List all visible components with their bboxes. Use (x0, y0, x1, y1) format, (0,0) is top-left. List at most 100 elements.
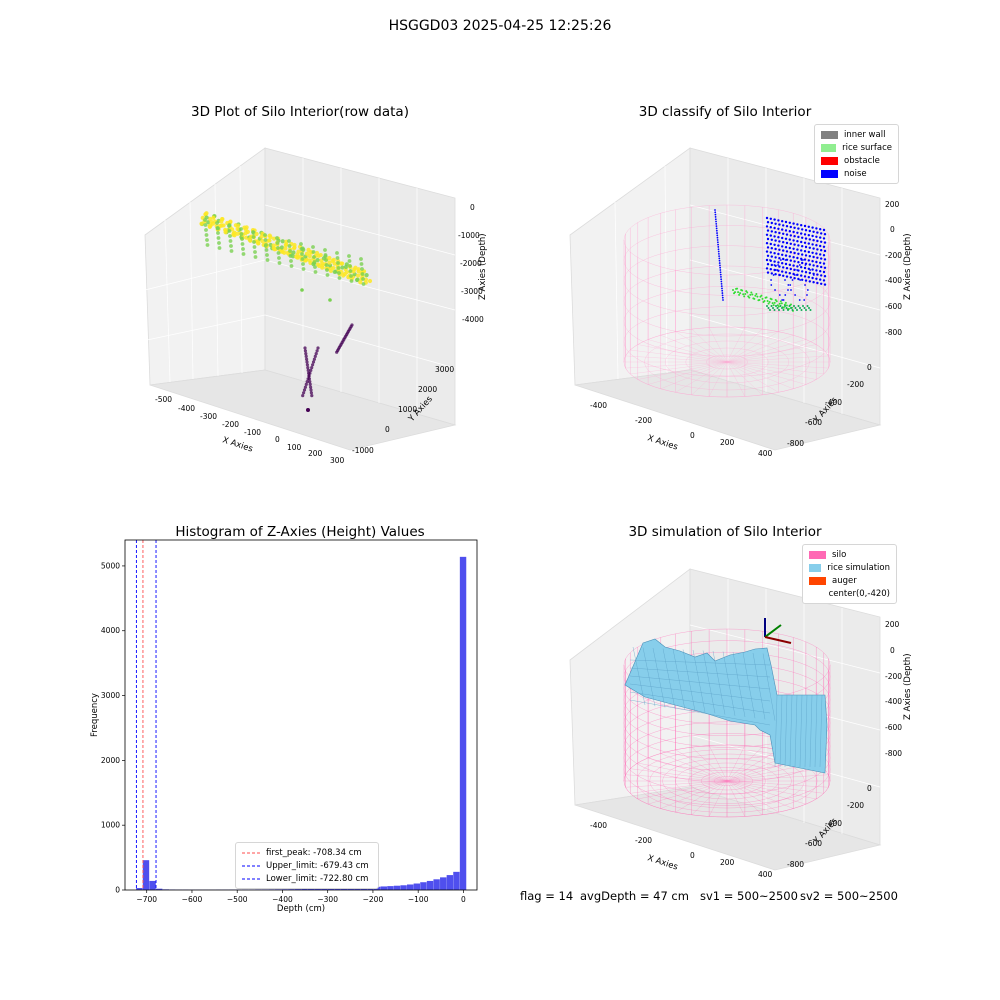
scatter-point (328, 268, 333, 274)
panel1-title: 3D Plot of Silo Interior(row data) (191, 104, 409, 120)
scatter-point (303, 385, 307, 389)
mesh-line (794, 694, 798, 768)
mesh-line (722, 651, 736, 716)
x-tick: 100 (287, 443, 302, 452)
noise-point (816, 231, 819, 234)
noise-point (781, 220, 784, 223)
mesh-line (814, 694, 818, 768)
scatter-point (300, 252, 304, 256)
noise-point (819, 228, 822, 231)
scatter-point (282, 250, 287, 255)
noise-point (815, 252, 818, 255)
noise-point (716, 236, 719, 239)
rice-surface-point (802, 305, 804, 307)
scatter-point (307, 253, 312, 259)
noise-point (793, 243, 796, 246)
noise-point (816, 265, 819, 268)
scatter-point (305, 360, 309, 364)
noise-point (773, 235, 776, 238)
mesh-line (632, 646, 646, 706)
noise-point (769, 234, 772, 237)
legend-item-first-peak: first_peak: -708.34 cm (242, 846, 372, 859)
panel2-classified-points (714, 209, 827, 312)
histogram-frame (124, 539, 478, 891)
x-tick: -200 (635, 416, 652, 425)
noise-point (803, 258, 807, 261)
scatter-point (314, 352, 318, 356)
rice-surface-point (778, 302, 781, 305)
noise-point (793, 277, 796, 280)
legend-item-noise: noise (821, 167, 892, 180)
noise-point (823, 241, 827, 244)
rice-surface-point (771, 302, 774, 305)
scatter-point (310, 366, 314, 370)
scatter-point (253, 255, 258, 259)
rice-surface-point (788, 305, 791, 307)
scatter-point (336, 266, 341, 270)
scatter-point (251, 230, 255, 234)
scatter-point (318, 253, 323, 258)
scatter-point (300, 288, 304, 292)
scatter-point (232, 230, 237, 235)
histogram-bars (136, 556, 467, 890)
noise-point (819, 270, 822, 273)
noise-point (801, 245, 804, 248)
status-flag: flag = 14 (520, 889, 574, 903)
z-tick: 0 (890, 646, 895, 655)
scatter-point (306, 368, 310, 372)
scatter-point (309, 391, 313, 395)
scatter-point (265, 258, 270, 262)
noise-point (721, 289, 724, 292)
panel2-y-ticks: 0 -200 -400 -600 -800 (787, 363, 872, 448)
scatter-point (360, 272, 365, 276)
noise-point (784, 220, 788, 224)
noise-point (811, 226, 814, 229)
noise-point (774, 222, 777, 225)
mesh-line (629, 699, 771, 726)
scatter-point (260, 238, 265, 244)
scatter-point (361, 277, 365, 281)
mesh-line (779, 694, 783, 768)
status-sv1: sv1 = 500~2500 (700, 889, 798, 903)
scatter-point (348, 264, 352, 268)
y-tick-label: 2000 (101, 756, 120, 765)
silo-spoke (726, 361, 794, 389)
scatter-point (304, 382, 308, 386)
noise-point (718, 262, 721, 264)
noise-point (773, 260, 776, 263)
noise-point (800, 259, 803, 261)
x-tick-label: −100 (408, 895, 429, 904)
scatter-point (336, 261, 340, 265)
rice-surface-point (761, 297, 764, 300)
noise-point (720, 278, 723, 281)
noise-point (719, 264, 721, 267)
mesh-line (752, 652, 766, 720)
rice-surface-point (791, 309, 794, 311)
noise-point (804, 284, 806, 286)
noise-point (820, 240, 823, 243)
histogram-bar (314, 888, 321, 890)
rice-surface-point (734, 291, 737, 294)
histogram-bar (294, 889, 302, 890)
legend-item-rice-surface: rice surface (821, 141, 892, 154)
rice-surface-point (744, 292, 747, 295)
scatter-point (255, 239, 260, 244)
y-tick: 3000 (435, 365, 454, 374)
silo-spoke (625, 361, 728, 369)
panel4-title: 3D simulation of Silo Interior (628, 524, 822, 540)
noise-point (773, 218, 776, 221)
noise-point (715, 229, 718, 232)
scatter-point (303, 346, 307, 350)
noise-point (770, 263, 773, 267)
noise-point (782, 299, 785, 301)
scatter-point (310, 394, 314, 398)
mesh-line (692, 649, 706, 713)
scatter-point (217, 246, 222, 250)
histogram-bar (446, 875, 454, 890)
scatter-point (252, 240, 256, 244)
noise-point (812, 281, 815, 284)
scatter-point (240, 237, 244, 241)
noise-point (770, 230, 773, 233)
noise-point (793, 260, 796, 263)
noise-point (720, 276, 722, 278)
